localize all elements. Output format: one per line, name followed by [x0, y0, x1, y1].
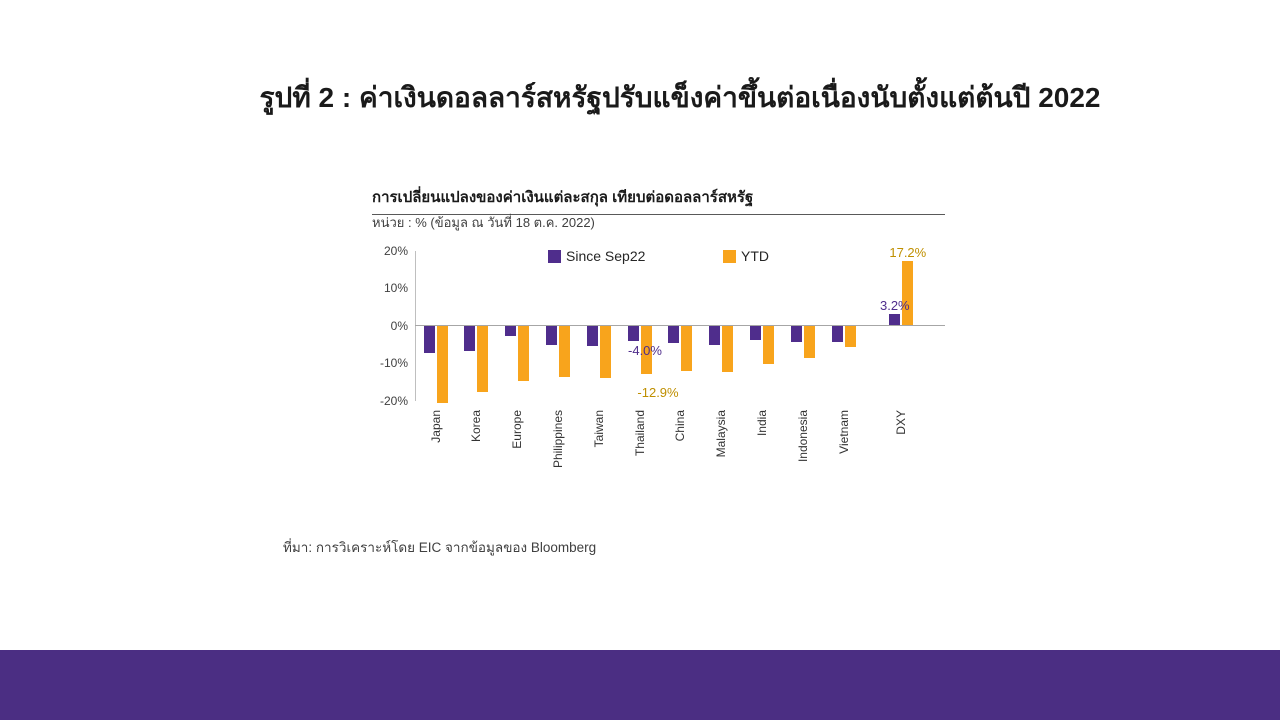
- legend-label-since-sep22: Since Sep22: [566, 248, 646, 264]
- x-axis-label-japan: Japan: [428, 410, 443, 443]
- bar-ytd-philippines: [558, 325, 570, 377]
- x-axis-label-europe: Europe: [510, 410, 525, 449]
- bar-ytd-vietnam: [844, 325, 856, 347]
- y-tick-0-: 0%: [390, 318, 408, 333]
- data-label-since-sep22-dxy: 3.2%: [879, 297, 910, 313]
- bar-since-sep22-japan: [423, 325, 435, 353]
- x-axis-label-china: China: [673, 410, 688, 442]
- bar-ytd-thailand: [640, 325, 652, 374]
- x-axis-label-indonesia: Indonesia: [795, 410, 810, 463]
- x-axis-label-india: India: [754, 410, 769, 437]
- bar-since-sep22-indonesia: [790, 325, 802, 343]
- x-axis-label-vietnam: Vietnam: [836, 410, 851, 454]
- bar-since-sep22-taiwan: [586, 325, 598, 346]
- bar-ytd-china: [681, 325, 693, 372]
- slide-title: รูปที่ 2 : ค่าเงินดอลลาร์สหรัฐปรับแข็งค่…: [259, 82, 1101, 113]
- y-axis-line: [415, 251, 416, 401]
- y-tick-20-: 20%: [383, 243, 408, 258]
- bar-since-sep22-dxy: [889, 313, 901, 326]
- legend-swatch-ytd: [723, 250, 736, 263]
- x-axis-label-dxy: DXY: [894, 410, 909, 435]
- bar-since-sep22-vietnam: [831, 325, 843, 342]
- x-axis-label-korea: Korea: [469, 410, 484, 443]
- x-axis-label-thailand: Thailand: [632, 410, 647, 457]
- chart-unit-subtitle: หน่วย : % (ข้อมูล ณ วันที่ 18 ต.ค. 2022): [372, 215, 595, 230]
- bar-ytd-india: [762, 325, 774, 365]
- bar-since-sep22-europe: [505, 325, 517, 337]
- y-tick--20-: -20%: [379, 393, 408, 408]
- source-note: ที่มา: การวิเคราะห์โดย EIC จากข้อมูลของ …: [283, 540, 597, 555]
- bar-ytd-indonesia: [803, 325, 815, 358]
- bar-ytd-japan: [436, 325, 448, 403]
- bar-ytd-europe: [518, 325, 530, 381]
- y-tick-10-: 10%: [383, 281, 408, 295]
- y-tick--10-: -10%: [379, 356, 408, 370]
- bar-since-sep22-china: [668, 325, 680, 343]
- bar-since-sep22-malaysia: [709, 325, 721, 345]
- bar-ytd-malaysia: [722, 325, 734, 372]
- bar-since-sep22-thailand: [627, 325, 639, 341]
- bar-ytd-taiwan: [599, 325, 611, 378]
- bar-since-sep22-philippines: [545, 325, 557, 346]
- zero-baseline: [415, 325, 945, 326]
- bar-ytd-dxy: [902, 261, 914, 326]
- x-axis-label-taiwan: Taiwan: [591, 410, 606, 448]
- bar-ytd-korea: [477, 325, 489, 393]
- footer-bar: 2 SCB Economic Intelligence Center: [0, 650, 1280, 720]
- bar-since-sep22-india: [749, 325, 761, 340]
- x-axis-label-malaysia: Malaysia: [714, 410, 729, 458]
- data-label-ytd-dxy: 17.2%: [889, 245, 927, 260]
- data-label-ytd-thailand: -12.9%: [637, 384, 679, 400]
- legend-swatch-since-sep22: [548, 250, 561, 263]
- chart-title: การเปลี่ยนแปลงของค่าเงินแต่ละสกุล เทียบต…: [372, 185, 945, 215]
- legend-label-ytd: YTD: [741, 248, 769, 264]
- bar-since-sep22-korea: [464, 325, 476, 351]
- x-axis-label-philippines: Philippines: [550, 410, 565, 469]
- data-label-since-sep22-thailand: -4.0%: [628, 342, 662, 358]
